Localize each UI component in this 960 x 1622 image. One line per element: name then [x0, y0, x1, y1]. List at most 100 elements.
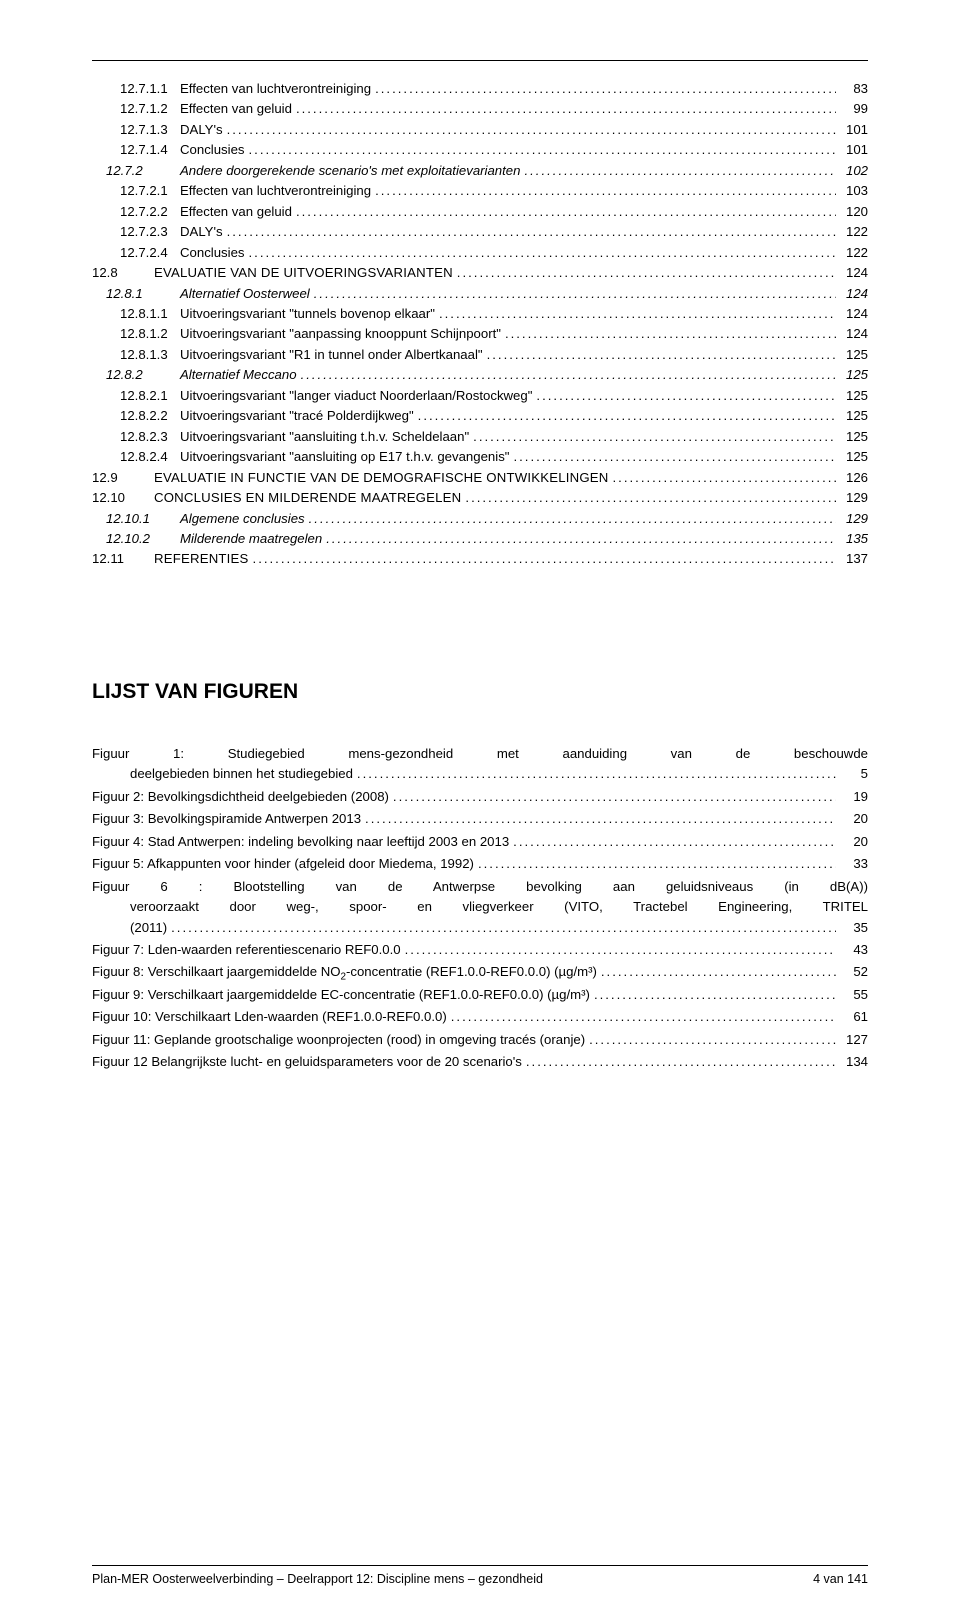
toc-entry: 12.8.2.3Uitvoeringsvariant "aansluiting … [92, 427, 868, 447]
toc-entry: 12.7.2.1Effecten van luchtverontreinigin… [92, 181, 868, 201]
toc-entry-label: REFERENTIES [154, 549, 249, 569]
figure-leader-dots [589, 1030, 836, 1050]
toc-entry-page: 103 [840, 181, 868, 201]
figure-entry: Figuur 4: Stad Antwerpen: indeling bevol… [92, 832, 868, 852]
toc-entry-page: 124 [840, 324, 868, 344]
toc-entry-label: Uitvoeringsvariant "aansluiting t.h.v. S… [180, 427, 469, 447]
toc-leader-dots [309, 509, 836, 529]
figure-leader-dots [393, 787, 836, 807]
figure-entry-page: 20 [840, 809, 868, 829]
figure-entry-page: 52 [840, 962, 868, 982]
toc-entry-label: Effecten van luchtverontreiniging [180, 79, 371, 99]
figure-entry-page: 35 [840, 918, 868, 938]
figure-entry-label: Figuur 2: Bevolkingsdichtheid deelgebied… [92, 787, 389, 807]
toc-entry-page: 124 [840, 304, 868, 324]
toc-entry-label: Uitvoeringsvariant "R1 in tunnel onder A… [180, 345, 483, 365]
figure-entry: Figuur 6 : Blootstelling van de Antwerps… [92, 877, 868, 938]
toc-entry-number: 12.8.2.2 [92, 406, 180, 426]
toc-leader-dots [227, 222, 836, 242]
toc-entry-number: 12.7.2.1 [92, 181, 180, 201]
toc-entry: 12.7.1.4Conclusies101 [92, 140, 868, 160]
figure-entry-label: Figuur 3: Bevolkingspiramide Antwerpen 2… [92, 809, 361, 829]
toc-entry: 12.10CONCLUSIES EN MILDERENDE MAATREGELE… [92, 488, 868, 508]
figure-entry-label: Figuur 8: Verschilkaart jaargemiddelde N… [92, 962, 597, 982]
figure-leader-dots [357, 764, 836, 784]
toc-entry-page: 125 [840, 427, 868, 447]
toc-entry: 12.8.2Alternatief Meccano125 [92, 365, 868, 385]
figure-leader-dots [594, 985, 836, 1005]
toc-entry-label: Alternatief Oosterweel [180, 284, 310, 304]
toc-entry-page: 102 [840, 161, 868, 181]
toc-entry: 12.11REFERENTIES137 [92, 549, 868, 569]
figure-entry-label: Figuur 10: Verschilkaart Lden-waarden (R… [92, 1007, 447, 1027]
figure-leader-dots [513, 832, 836, 852]
toc-entry-number: 12.7.2.4 [92, 243, 180, 263]
figure-entry: Figuur 12 Belangrijkste lucht- en geluid… [92, 1052, 868, 1072]
figure-entry-page: 127 [840, 1030, 868, 1050]
toc-leader-dots [505, 324, 836, 344]
toc-entry-number: 12.7.1.4 [92, 140, 180, 160]
toc-entry: 12.8.2.2Uitvoeringsvariant "tracé Polder… [92, 406, 868, 426]
toc-entry-number: 12.8.1.1 [92, 304, 180, 324]
figure-list-heading: LIJST VAN FIGUREN [92, 680, 868, 704]
toc-entry-page: 125 [840, 365, 868, 385]
toc-entry-page: 135 [840, 529, 868, 549]
toc-entry-number: 12.8.1.3 [92, 345, 180, 365]
toc-leader-dots [439, 304, 836, 324]
toc-entry-page: 122 [840, 243, 868, 263]
toc-entry-label: DALY's [180, 222, 223, 242]
toc-leader-dots [301, 365, 836, 385]
figure-entry: Figuur 11: Geplande grootschalige woonpr… [92, 1030, 868, 1050]
figure-entry-label: Figuur 12 Belangrijkste lucht- en geluid… [92, 1052, 522, 1072]
toc-entry: 12.8.1Alternatief Oosterweel124 [92, 284, 868, 304]
toc-entry-label: DALY's [180, 120, 223, 140]
toc-entry-number: 12.7.2.2 [92, 202, 180, 222]
toc-entry-page: 125 [840, 447, 868, 467]
figure-entry-label: Figuur 4: Stad Antwerpen: indeling bevol… [92, 832, 509, 852]
toc-entry-label: Uitvoeringsvariant "langer viaduct Noord… [180, 386, 532, 406]
toc-entry-page: 120 [840, 202, 868, 222]
figure-list: Figuur 1: Studiegebied mens-gezondheid m… [92, 744, 868, 1073]
toc-leader-dots [524, 161, 836, 181]
toc-entry-number: 12.10.1 [92, 509, 180, 529]
figure-entry-line: veroorzaakt door weg-, spoor- en vliegve… [92, 897, 868, 917]
toc-entry-label: Uitvoeringsvariant "aanpassing knooppunt… [180, 324, 501, 344]
figure-entry: Figuur 9: Verschilkaart jaargemiddelde E… [92, 985, 868, 1005]
toc-entry-number: 12.9 [92, 468, 154, 488]
toc-leader-dots [513, 447, 836, 467]
footer-left-text: Plan-MER Oosterweelverbinding – Deelrapp… [92, 1572, 543, 1586]
toc-entry: 12.8.1.2Uitvoeringsvariant "aanpassing k… [92, 324, 868, 344]
toc-entry-page: 101 [840, 120, 868, 140]
figure-leader-dots [526, 1052, 836, 1072]
toc-entry-label: CONCLUSIES EN MILDERENDE MAATREGELEN [154, 488, 461, 508]
figure-entry-line: Figuur 6 : Blootstelling van de Antwerps… [92, 877, 868, 897]
figure-entry-label: deelgebieden binnen het studiegebied [92, 764, 353, 784]
toc-entry: 12.7.2.4Conclusies 122 [92, 243, 868, 263]
toc-entry-page: 129 [840, 509, 868, 529]
toc-entry-number: 12.10.2 [92, 529, 180, 549]
toc-entry-number: 12.8.1.2 [92, 324, 180, 344]
toc-leader-dots [326, 529, 836, 549]
toc-leader-dots [487, 345, 836, 365]
toc-leader-dots [473, 427, 836, 447]
figure-entry-label: Figuur 9: Verschilkaart jaargemiddelde E… [92, 985, 590, 1005]
toc-entry-number: 12.10 [92, 488, 154, 508]
toc-entry-label: Conclusies [180, 243, 245, 263]
toc-entry: 12.8.1.3Uitvoeringsvariant "R1 in tunnel… [92, 345, 868, 365]
figure-entry-page: 33 [840, 854, 868, 874]
toc-leader-dots [613, 468, 837, 488]
toc-entry: 12.7.2.2Effecten van geluid120 [92, 202, 868, 222]
toc-entry: 12.7.2.3DALY's122 [92, 222, 868, 242]
toc-entry-number: 12.8.2.4 [92, 447, 180, 467]
toc-entry-label: Uitvoeringsvariant "tracé Polderdijkweg" [180, 406, 414, 426]
figure-entry: Figuur 2: Bevolkingsdichtheid deelgebied… [92, 787, 868, 807]
page-footer: Plan-MER Oosterweelverbinding – Deelrapp… [92, 1565, 868, 1586]
toc-entry-page: 124 [840, 263, 868, 283]
figure-entry: Figuur 1: Studiegebied mens-gezondheid m… [92, 744, 868, 785]
figure-entry-label: Figuur 5: Afkappunten voor hinder (afgel… [92, 854, 474, 874]
toc-entry-label: Effecten van geluid [180, 99, 292, 119]
table-of-contents: 12.7.1.1Effecten van luchtverontreinigin… [92, 79, 868, 570]
toc-leader-dots [296, 99, 836, 119]
toc-leader-dots [227, 120, 836, 140]
footer-rule [92, 1565, 868, 1566]
